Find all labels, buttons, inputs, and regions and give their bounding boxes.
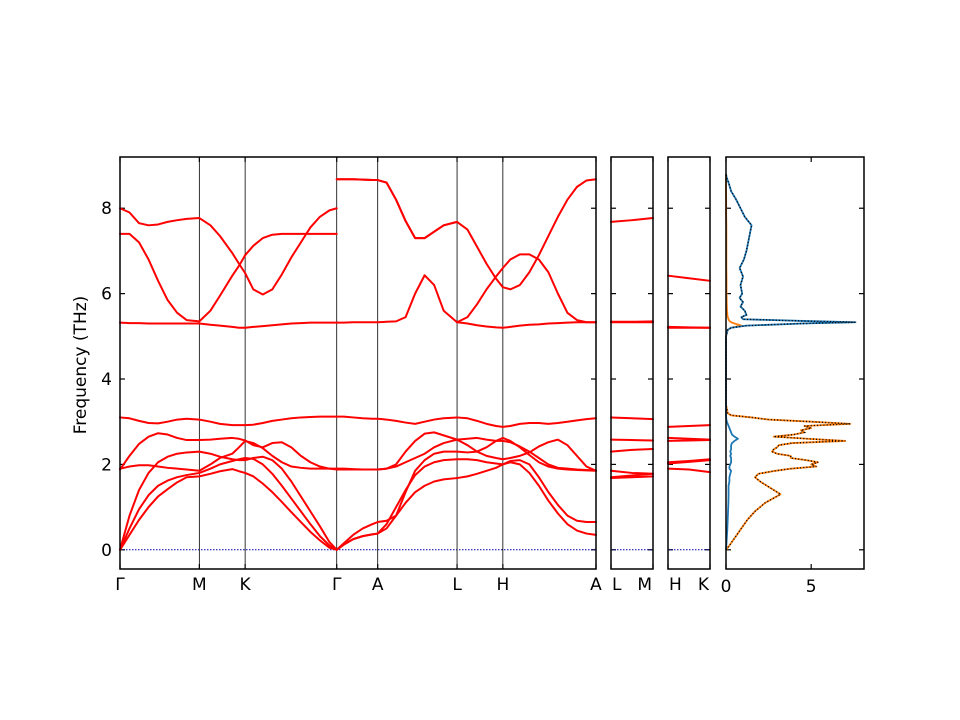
kpoint-label: Γ xyxy=(332,575,342,595)
kpoint-label: A xyxy=(372,575,384,595)
phonon-band xyxy=(119,468,247,551)
kpoint-label: H xyxy=(669,575,682,595)
phonon-band xyxy=(119,207,247,275)
panel-frame xyxy=(610,156,654,570)
panel-frame xyxy=(667,156,711,570)
kpoint-label: K xyxy=(698,575,710,595)
phonon-band xyxy=(610,448,654,453)
phonon-band xyxy=(119,450,247,551)
phonon-band xyxy=(244,471,338,551)
kpoint-label: K xyxy=(240,575,252,595)
dos-x-tick-label: 0 xyxy=(721,577,732,597)
phonon-band xyxy=(456,436,597,472)
phonon-band xyxy=(667,467,711,474)
y-tick-label: 8 xyxy=(101,199,112,219)
phonon-band xyxy=(456,178,597,291)
phonon-band xyxy=(335,415,459,425)
phonon-band xyxy=(610,416,654,421)
phonon-band xyxy=(119,439,247,472)
phonon-band xyxy=(610,469,654,475)
panel-frame xyxy=(725,156,865,570)
kpoint-label: L xyxy=(452,575,462,595)
phonon-band xyxy=(456,321,597,329)
panel-frame xyxy=(119,156,597,570)
y-tick-label: 4 xyxy=(101,370,112,390)
phonon-band xyxy=(456,253,597,324)
dos-curve-b xyxy=(725,174,852,551)
phonon-band xyxy=(610,475,654,480)
phonon-band xyxy=(244,415,338,427)
kpoint-label: H xyxy=(496,575,509,595)
phonon-band xyxy=(119,456,247,551)
phonon-band xyxy=(667,424,711,428)
phonon-band xyxy=(335,458,459,551)
kpoint-label: L xyxy=(612,575,622,595)
dos-curve-a xyxy=(725,173,857,550)
phonon-band xyxy=(335,274,459,324)
phonon-band xyxy=(244,207,338,296)
kpoint-label: M xyxy=(637,575,652,595)
phonon-band xyxy=(667,325,711,329)
phonon-band xyxy=(119,432,247,471)
dos-total-curve xyxy=(725,173,856,551)
kpoint-label: Γ xyxy=(115,575,125,595)
phonon-band xyxy=(244,456,338,551)
dos-x-tick-label: 5 xyxy=(806,577,817,597)
kpoint-label: M xyxy=(192,575,207,595)
phonon-band xyxy=(667,436,711,441)
phonon-band xyxy=(456,416,597,428)
phonon-band xyxy=(667,458,711,464)
y-tick-label: 6 xyxy=(101,285,112,305)
panel-1: 0 2 4 6 8 Γ M K Γ A L H A xyxy=(101,156,602,595)
phonon-band xyxy=(610,438,654,442)
phonon-band xyxy=(456,458,597,524)
phonon-band xyxy=(119,232,247,323)
y-tick-label: 0 xyxy=(101,541,112,561)
phonon-band xyxy=(244,455,338,551)
phonon-band xyxy=(335,178,459,240)
kpoint-label: A xyxy=(590,575,602,595)
phonon-band xyxy=(335,438,459,471)
phonon-band xyxy=(456,438,597,472)
phonon-band xyxy=(119,416,247,427)
phonon-band xyxy=(667,274,711,282)
phonon-band xyxy=(335,431,459,471)
phonon-band xyxy=(244,232,338,257)
phonon-band xyxy=(244,439,338,471)
phonon-band xyxy=(119,321,247,329)
y-tick-label: 2 xyxy=(101,455,112,475)
y-axis-label: Frequency (THz) xyxy=(71,296,91,435)
phonon-band xyxy=(244,439,338,470)
phonon-band xyxy=(610,217,654,223)
phonon-band xyxy=(335,450,459,551)
phonon-band xyxy=(456,461,597,536)
phonon-band xyxy=(244,321,338,329)
